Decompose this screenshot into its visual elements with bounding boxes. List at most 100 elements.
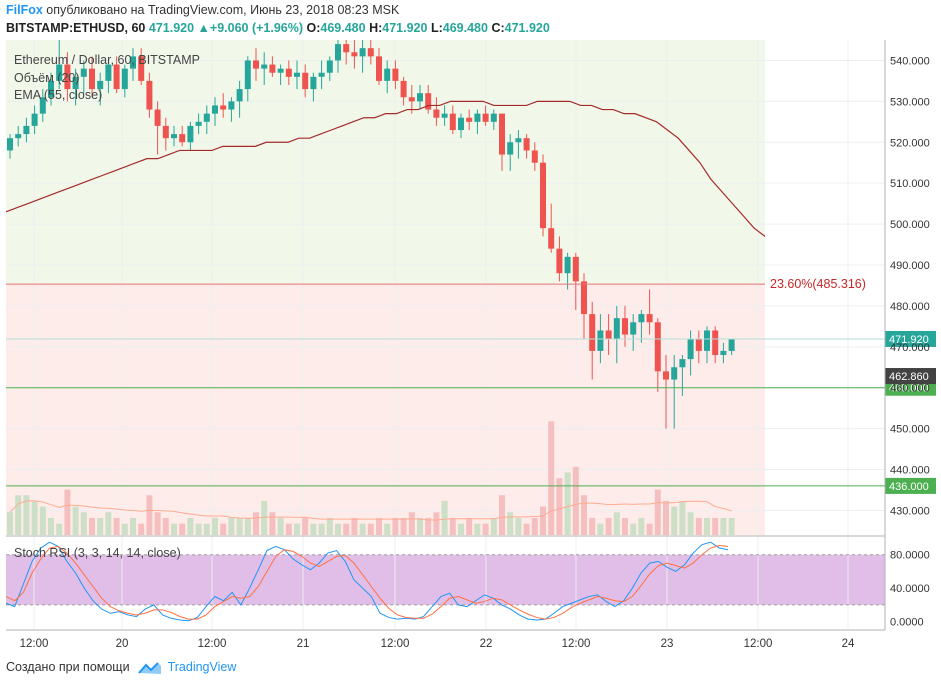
volume-bar [154,512,161,535]
candle-body [220,105,227,110]
candle-body [130,56,136,69]
candle-body [441,113,448,118]
candle-body [228,101,235,110]
candle-body [179,134,186,143]
candle-body [318,72,325,77]
stoch-y-tick-label: 80.0000 [890,550,930,562]
ema-line [5,100,766,237]
volume-bar [630,523,637,535]
candle-body [253,60,259,69]
volume-bar [310,523,317,535]
candle-body [39,97,46,114]
candle-body [663,371,669,380]
volume-bar [384,523,391,535]
candle-body [490,113,497,122]
tradingview-logo-icon [137,661,161,674]
candle-body [72,76,79,90]
x-tick-label: 21 [297,638,310,650]
candle-body [408,97,415,102]
candle-body [277,68,284,73]
volume-bar [663,500,669,535]
volume-legend: Объём (20) [14,71,80,85]
prev-close-label: 462.860 [889,371,929,383]
volume-bar [302,517,309,535]
x-tick-label: 12:00 [381,638,410,650]
volume-bar [212,517,218,535]
tradingview-link[interactable]: TradingView [167,660,237,674]
candle-body [597,330,604,351]
y-tick-label: 450.000 [890,424,930,436]
candle-body [630,322,637,335]
volume-bar [261,500,268,535]
volume-bar [220,523,227,535]
volume-bar [458,523,464,535]
publish-info: опубликовано на TradingView.com, Июнь 23… [46,3,400,17]
candle-body [564,256,571,274]
candle-body [195,121,202,126]
candle-body [154,109,161,126]
volume-bar [548,421,555,535]
candle-body [605,330,612,339]
candle-body [507,142,514,155]
prev-close-tag [885,368,936,385]
candle-body [244,60,251,90]
candle-body [105,64,112,81]
candle-body [695,338,702,351]
y-tick-label: 510.000 [890,178,930,190]
y-tick-label: 530.000 [890,96,930,108]
volume-bar [671,506,678,535]
candle-body [613,318,620,339]
symbol-label: BITSTAMP:ETHUSD, 60 [6,21,146,35]
volume-bar [31,500,38,535]
volume-bar [597,523,604,535]
volume-bar [64,489,71,535]
volume-bar [80,512,87,535]
volume-bar [376,517,382,535]
candle-body [15,134,22,139]
volume-bar [285,523,292,535]
volume-bar [400,517,407,535]
stoch-legend: Stoch RSI (3, 3, 14, 14, close) [14,546,181,560]
volume-bar [720,517,727,535]
volume-bar [507,512,514,535]
volume-bar [343,523,350,535]
candle-body [31,113,38,126]
ema-legend: EMA (55, close) [14,88,102,102]
candle-body [400,80,407,98]
volume-bar [97,517,104,535]
candle-body [384,68,391,81]
candle-body [499,113,505,155]
volume-bar [622,517,628,535]
x-tick-label: 12:00 [562,638,591,650]
candle-body [171,134,177,139]
ohlc-header: BITSTAMP:ETHUSD, 60 471.920 ▲+9.060 (+1.… [6,21,550,35]
candle-body [138,56,145,81]
y-tick-label: 470.000 [890,342,930,354]
volume-bar [162,517,169,535]
price-chart[interactable]: 23.60%(485.316) 460.000 436.000 471.920 462.… [0,40,941,655]
level-price-label: 436.000 [889,481,929,493]
volume-bar [679,500,686,535]
publisher-name[interactable]: FilFox [6,3,43,17]
candle-body [351,52,358,57]
volume-bar [7,512,13,535]
volume-bar [441,500,448,535]
volume-bar [39,506,46,535]
candle-body [417,93,423,102]
stoch-k-line [5,541,729,622]
candle-body [335,44,341,61]
volume-bar [179,523,186,535]
volume-bar [540,506,546,535]
candle-body [572,256,579,282]
volume-bar [367,523,374,535]
stoch-y-tick-label: 40.0000 [890,583,930,595]
volume-bar [89,517,95,535]
candle-body [425,93,432,110]
volume-bar [48,517,54,535]
x-tick-label: 23 [661,638,674,650]
candle-body [548,228,555,249]
candle-body [515,138,522,143]
volume-bar [72,506,79,535]
candle-body [449,113,456,130]
volume-bar [499,495,505,535]
